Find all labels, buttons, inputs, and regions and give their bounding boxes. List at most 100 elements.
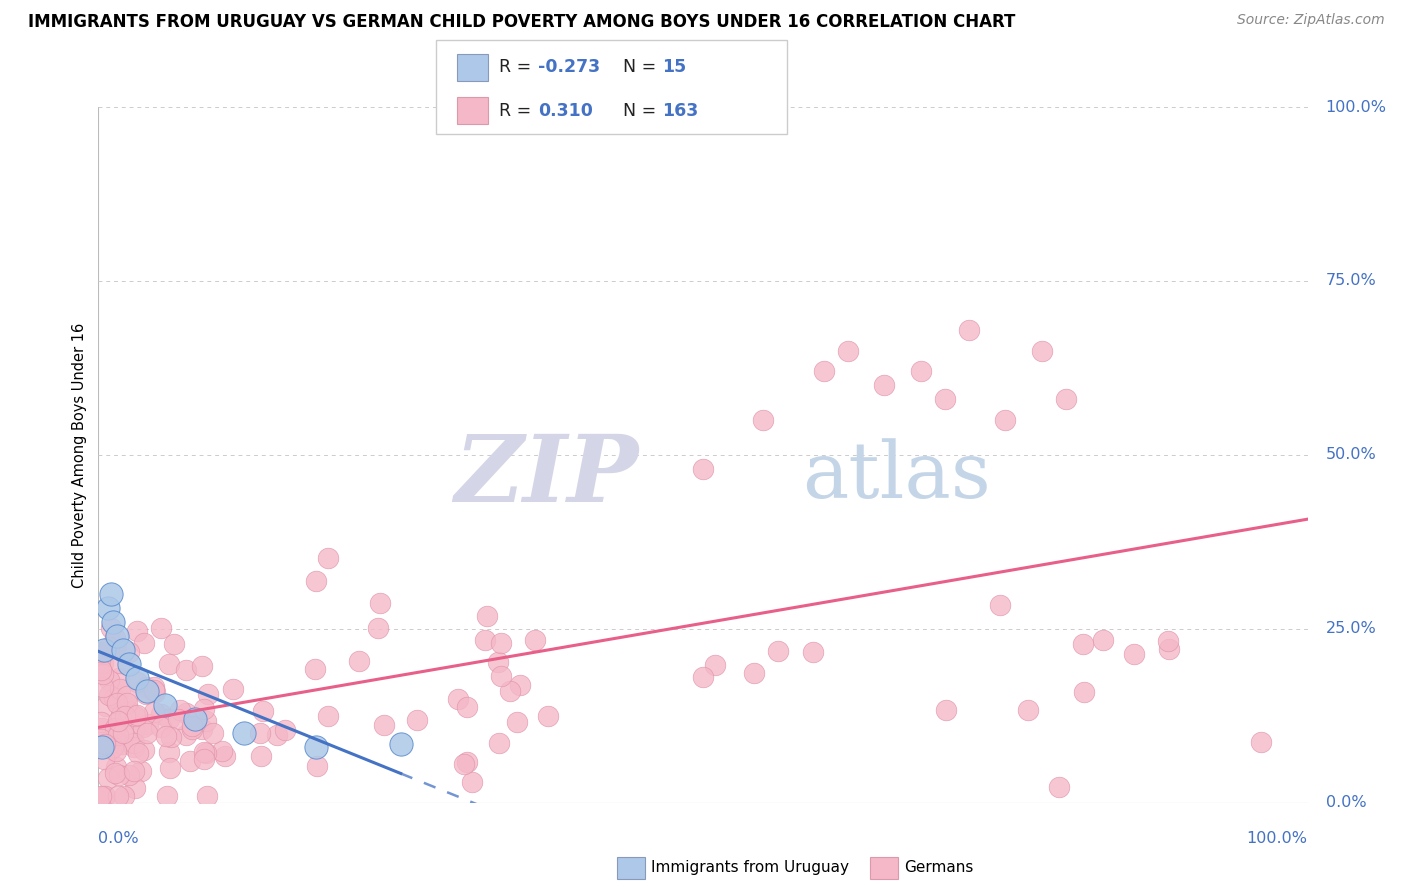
Text: IMMIGRANTS FROM URUGUAY VS GERMAN CHILD POVERTY AMONG BOYS UNDER 16 CORRELATION : IMMIGRANTS FROM URUGUAY VS GERMAN CHILD … [28,13,1015,31]
Point [105,744,128,758]
Point [509,678,531,692]
Point [93,642,115,657]
Point [115,696,138,710]
Point [107,714,129,729]
Point [389,737,412,751]
Point [125,708,148,723]
Text: 163: 163 [662,102,699,120]
Y-axis label: Child Poverty Among Boys Under 16: Child Poverty Among Boys Under 16 [72,322,87,588]
Point [837,343,859,358]
Text: 100.0%: 100.0% [1247,830,1308,846]
Point [97,739,120,753]
Text: 0.0%: 0.0% [1326,796,1367,810]
Point [136,726,159,740]
Point [456,700,478,714]
Point [111,642,134,657]
Point [488,736,510,750]
Point [316,550,339,565]
Point [104,632,127,646]
Point [181,719,204,733]
Point [988,598,1011,612]
Text: ZIP: ZIP [454,431,638,521]
Point [108,656,131,670]
Point [197,687,219,701]
Point [159,731,181,745]
Point [752,413,775,427]
Point [195,746,218,760]
Text: -0.273: -0.273 [538,59,600,77]
Point [97,771,120,785]
Point [91,648,114,663]
Text: Immigrants from Uruguay: Immigrants from Uruguay [651,861,849,875]
Point [91,666,114,681]
Text: atlas: atlas [801,438,991,514]
Point [453,757,475,772]
Point [107,728,129,742]
Point [98,640,121,654]
Point [935,704,957,718]
Point [104,721,127,735]
Point [127,624,149,638]
Point [180,722,202,736]
Point [910,364,932,378]
Point [117,689,139,703]
Point [107,671,129,685]
Point [124,709,146,723]
Point [124,780,146,795]
Point [104,766,127,780]
Point [475,609,498,624]
Point [456,755,478,769]
Point [93,656,115,670]
Point [127,675,149,690]
Point [766,643,789,657]
Point [193,702,215,716]
Text: N =: N = [623,59,662,77]
Point [100,741,122,756]
Point [127,671,149,685]
Point [104,640,127,654]
Point [193,745,215,759]
Point [132,636,155,650]
Point [266,728,288,742]
Point [373,717,395,731]
Text: 100.0%: 100.0% [1326,100,1386,114]
Point [90,789,112,803]
Point [118,645,141,659]
Point [138,716,160,731]
Point [692,670,714,684]
Point [127,746,149,760]
Point [122,739,145,754]
Point [105,629,128,643]
Text: 0.0%: 0.0% [98,830,139,846]
Point [537,709,560,723]
Point [1031,343,1053,358]
Point [214,749,236,764]
Point [252,704,274,718]
Point [103,691,125,706]
Point [156,789,179,803]
Point [117,705,139,719]
Point [112,789,135,803]
Point [742,666,765,681]
Point [105,696,128,710]
Point [108,681,131,696]
Text: 15: 15 [662,59,686,77]
Point [155,729,177,743]
Text: 25.0%: 25.0% [1326,622,1376,636]
Point [1071,637,1094,651]
Point [232,726,254,740]
Text: 75.0%: 75.0% [1326,274,1376,288]
Point [118,657,141,671]
Point [368,596,391,610]
Point [134,687,156,701]
Point [142,680,165,694]
Point [191,723,214,737]
Point [90,739,112,754]
Point [1157,641,1180,656]
Point [108,767,131,781]
Point [195,714,218,728]
Point [153,698,176,713]
Point [1157,634,1180,648]
Point [117,711,139,725]
Point [132,721,155,735]
